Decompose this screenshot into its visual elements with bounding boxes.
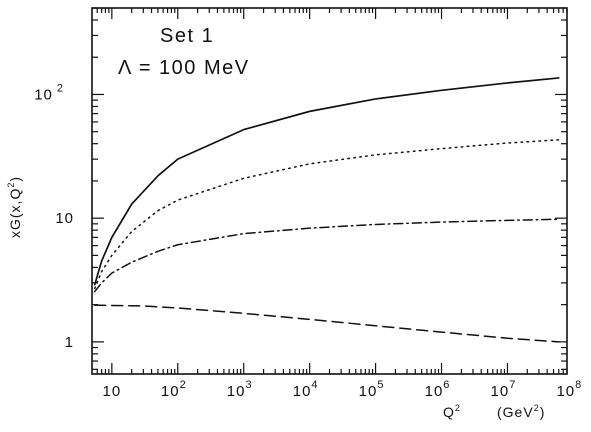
x-tick-label-base: 10 [556,383,575,400]
x-tick-label-base: 10 [227,383,246,400]
x-axis-label-units: (GeV [497,404,534,420]
series-lines [93,77,560,343]
x-axis-label-units-sup: 2 [534,403,540,413]
y-axis-label-sup: 2 [6,182,16,188]
x-tick-label-exponent: 8 [575,379,582,391]
x-tick-label: 104 [293,379,319,400]
x-tick-label: 10 [103,383,122,400]
y-tick-label-exponent: 2 [57,82,64,94]
x-tick-label-exponent: 4 [311,379,318,391]
y-tick-label: 1 [65,334,74,351]
annotation-lambda: Λ = 100 MeV [118,57,250,79]
x-tick-label: 108 [556,379,582,400]
x-axis-label-sup: 2 [455,403,461,413]
series-line-solid [93,77,560,286]
x-axis-label-units-close: ) [540,404,546,420]
y-axis-label-close: ) [7,176,23,182]
y-tick-label-base: 1 [65,334,74,351]
x-tick-label: 105 [359,379,385,400]
x-tick-label: 102 [161,379,187,400]
x-tick-label-base: 10 [359,383,378,400]
tick-marks [92,7,568,374]
x-tick-label: 103 [227,379,253,400]
x-tick-label-base: 10 [491,383,510,400]
x-tick-label-base: 10 [425,383,444,400]
x-axis-label: Q2 (GeV2) [443,403,545,420]
series-line-dashed [93,304,560,343]
x-axis-label-base: Q [443,404,455,420]
y-tick-label-base: 10 [34,86,53,103]
y-axis-label: xG(x,Q2) [6,176,23,238]
y-tick-label: 10 2 [34,82,64,103]
x-tick-label-exponent: 6 [443,379,450,391]
y-tick-label: 10 [55,210,74,227]
x-tick-label: 107 [491,379,517,400]
x-tick-label-exponent: 5 [377,379,384,391]
x-tick-label-exponent: 3 [245,379,252,391]
annotation-set: Set 1 [160,25,214,47]
x-tick-label-base: 10 [161,383,180,400]
series-line-dotted [93,139,560,290]
x-tick-label-exponent: 2 [180,379,187,391]
y-axis-label-main: xG(x,Q [7,188,23,238]
y-tick-label-base: 10 [55,210,74,227]
x-tick-label-base: 10 [293,383,312,400]
x-tick-label-base: 10 [103,383,122,400]
x-tick-label-exponent: 7 [509,379,516,391]
series-line-dashdot [93,218,560,293]
x-tick-label: 106 [425,379,451,400]
